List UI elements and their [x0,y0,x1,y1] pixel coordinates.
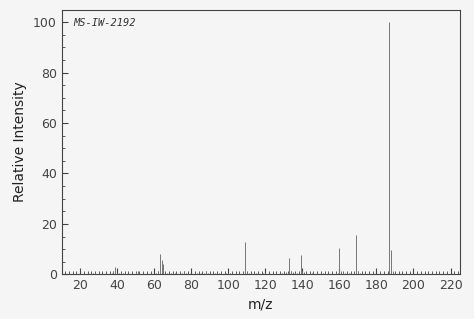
Text: MS-IW-2192: MS-IW-2192 [73,18,136,27]
Y-axis label: Relative Intensity: Relative Intensity [13,82,27,202]
X-axis label: m/z: m/z [248,298,273,312]
